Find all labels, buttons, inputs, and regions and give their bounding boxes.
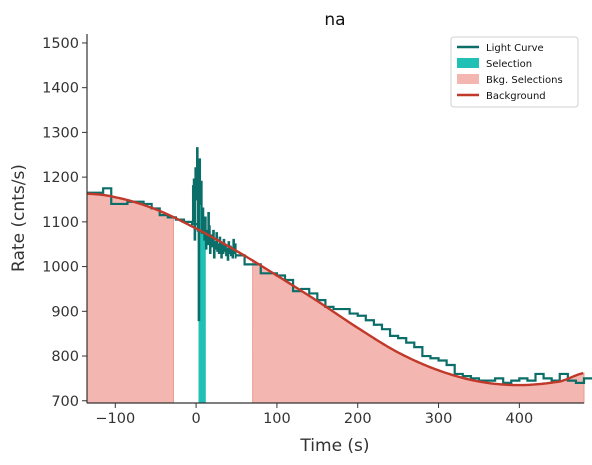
- y-tick-label: 900: [51, 304, 79, 320]
- bkg-selection-region-1: [86, 193, 174, 404]
- light-curve-fine-segment: [191, 147, 237, 322]
- x-tick-label: 400: [506, 411, 534, 427]
- source-selection-region: [198, 159, 206, 403]
- legend-label: Bkg. Selections: [486, 75, 563, 86]
- x-tick-label: 0: [191, 411, 200, 427]
- y-tick-label: 1500: [42, 36, 79, 52]
- y-tick-label: 1300: [42, 125, 79, 141]
- x-tick-label: −100: [95, 411, 135, 427]
- legend-label: Selection: [486, 59, 532, 70]
- legend: Light Curve Selection Bkg. Selections Backg…: [450, 36, 579, 108]
- plot-area: [86, 147, 592, 404]
- x-tick-label: 200: [344, 411, 372, 427]
- x-axis-ticks: −100 0 100 200 300 400: [95, 403, 533, 427]
- y-tick-label: 1400: [42, 81, 79, 97]
- y-tick-label: 1200: [42, 170, 79, 186]
- y-tick-label: 800: [51, 349, 79, 365]
- legend-swatch-patch: [457, 58, 479, 68]
- light-curve-coarse-segment-1: [87, 187, 201, 226]
- y-axis-label: Rate (cnts/s): [9, 164, 29, 272]
- y-tick-label: 700: [51, 394, 79, 410]
- background-model-line: [86, 192, 584, 387]
- x-tick-label: 100: [263, 411, 291, 427]
- chart-title: na: [324, 10, 345, 30]
- legend-label: Light Curve: [486, 43, 544, 54]
- y-axis-ticks: 700 800 900 1000 1100 1200 1300 1400 1500: [42, 36, 87, 410]
- y-tick-label: 1100: [42, 215, 79, 231]
- y-tick-label: 1000: [42, 260, 79, 276]
- x-axis-label: Time (s): [299, 436, 369, 456]
- legend-swatch-patch: [457, 74, 479, 84]
- legend-frame: [450, 36, 579, 108]
- x-tick-label: 300: [425, 411, 453, 427]
- legend-label: Background: [486, 91, 546, 102]
